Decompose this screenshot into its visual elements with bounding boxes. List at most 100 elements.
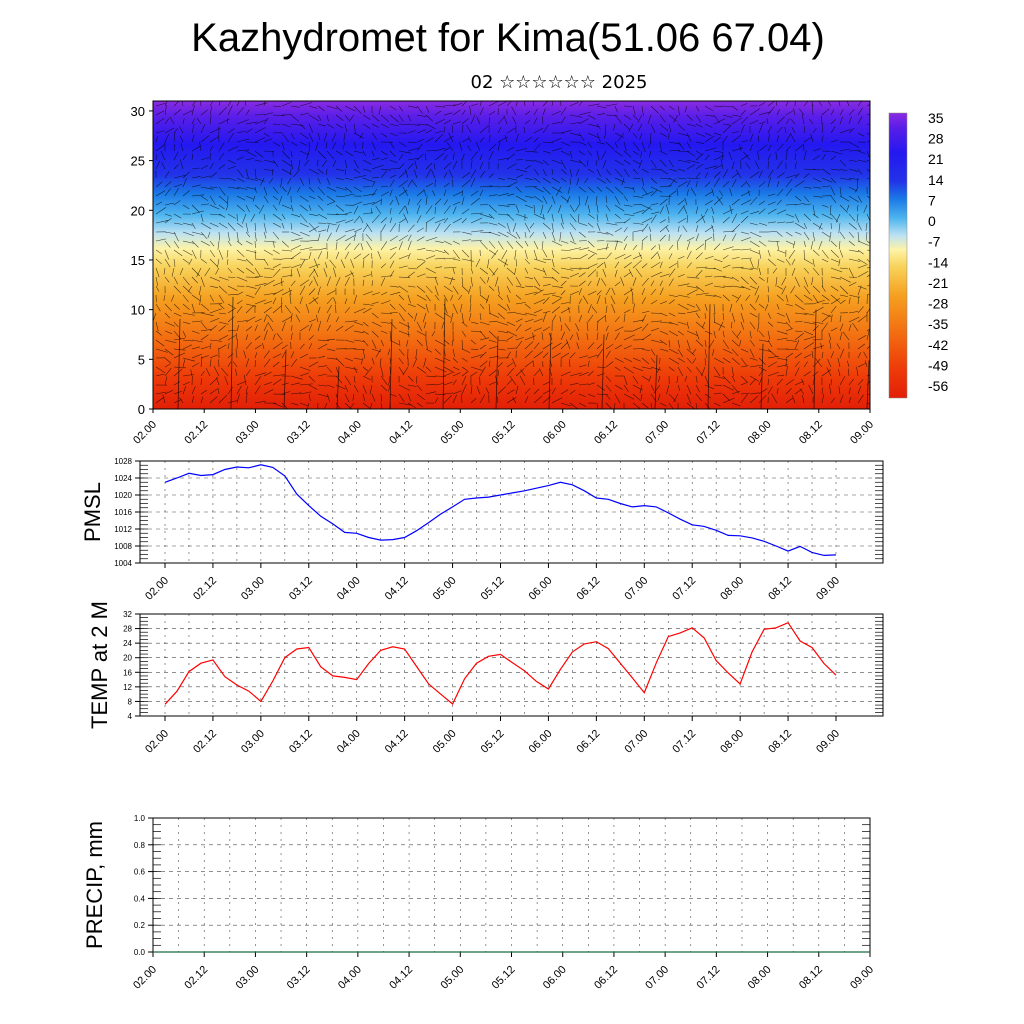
wind-arrow [506, 285, 511, 294]
wind-arrow [794, 231, 802, 235]
wind-arrow [541, 240, 544, 251]
wind-arrow [542, 352, 549, 359]
wind-arrow [268, 177, 274, 184]
wind-arrow [173, 285, 182, 294]
wind-arrow [236, 249, 245, 258]
wind-arrow [179, 159, 184, 170]
wind-arrow [295, 314, 301, 323]
wind-arrow [569, 168, 573, 177]
wind-arrow [686, 159, 700, 164]
wind-arrow [623, 357, 633, 362]
wind-arrow [407, 375, 414, 382]
wind-arrow [839, 285, 849, 295]
wind-arrow [425, 236, 438, 242]
wind-arrow [848, 116, 852, 125]
wind-arrow [812, 177, 822, 183]
wind-arrow [227, 294, 238, 296]
wind-arrow [641, 168, 649, 173]
colorbar-label: 21 [928, 151, 944, 167]
wind-arrow [569, 257, 579, 260]
wind-arrow [745, 180, 751, 188]
wind-arrow [632, 195, 644, 198]
wind-arrow [470, 339, 477, 345]
wind-arrow [533, 258, 547, 264]
wind-arrow [740, 215, 749, 224]
wind-arrow [794, 321, 803, 323]
wind-arrow [299, 132, 309, 140]
wind-arrow [324, 402, 328, 409]
wind-arrow [443, 294, 448, 302]
wind-arrow [308, 252, 312, 260]
wind-arrow [749, 330, 752, 339]
wind-arrow [632, 204, 643, 206]
wind-arrow [245, 157, 254, 161]
wind-arrow [623, 235, 628, 242]
wind-arrow [569, 267, 582, 270]
wind-arrow [365, 366, 373, 376]
wind-arrow [250, 213, 256, 222]
wind-arrow [695, 123, 703, 128]
wind-arrow [335, 150, 343, 156]
wind-arrow [776, 312, 785, 317]
wind-arrow [155, 190, 166, 197]
wind-arrow [722, 216, 730, 224]
wind-arrow [731, 249, 741, 251]
wind-arrow [191, 346, 200, 350]
wind-arrow [434, 276, 439, 286]
wind-arrow [343, 132, 346, 142]
wind-arrow [839, 186, 842, 197]
wind-arrow [848, 222, 857, 230]
wind-arrow [659, 114, 666, 123]
wind-arrow [497, 231, 509, 238]
wind-arrow [254, 335, 261, 341]
wind-arrow [749, 249, 760, 254]
wind-arrow [488, 285, 495, 292]
wind-arrow [866, 141, 870, 143]
wind-arrow [686, 141, 692, 149]
wind-arrow [344, 298, 348, 305]
wind-arrow [830, 109, 835, 116]
wind-arrow [290, 269, 292, 278]
wind-arrow [308, 213, 318, 217]
wind-arrow [749, 321, 756, 330]
wind-arrow [461, 179, 471, 188]
wind-arrow [191, 320, 203, 323]
wind-arrow [299, 279, 310, 287]
wind-arrow [155, 249, 162, 255]
wind-arrow [659, 348, 669, 352]
wind-arrow [542, 108, 546, 116]
wind-arrow [245, 392, 248, 404]
pmsl-x-tick-label: 02.12 [191, 575, 219, 603]
wind-arrow [830, 168, 841, 171]
wind-arrow [425, 114, 433, 122]
wind-arrow [362, 259, 365, 269]
wind-arrow [353, 123, 356, 135]
wind-arrow [470, 258, 472, 268]
wind-arrow [179, 126, 184, 134]
wind-arrow [686, 357, 692, 364]
wind-arrow [254, 222, 256, 231]
wind-arrow [730, 321, 733, 329]
wind-arrow [704, 181, 711, 188]
wind-arrow [659, 402, 667, 407]
wind-arrow [335, 168, 345, 172]
wind-arrow [659, 339, 668, 346]
wind-arrow [191, 222, 196, 230]
wind-arrow [682, 225, 688, 233]
wind-arrow [749, 240, 760, 248]
wind-arrow [614, 177, 626, 183]
wind-arrow [452, 258, 461, 261]
wind-arrow [515, 204, 520, 213]
wind-arrow [533, 159, 544, 164]
wind-arrow [731, 223, 741, 233]
wind-arrow [839, 376, 846, 386]
wind-arrow [263, 371, 272, 377]
wind-arrow [767, 193, 776, 197]
wind-arrow [511, 106, 517, 116]
wind-arrow [155, 144, 165, 152]
precip-x-tick-label: 08.12 [797, 964, 825, 992]
wind-arrow [329, 259, 337, 269]
wind-arrow [731, 266, 744, 269]
wind-arrow [623, 159, 631, 165]
wind-arrow [281, 123, 291, 128]
